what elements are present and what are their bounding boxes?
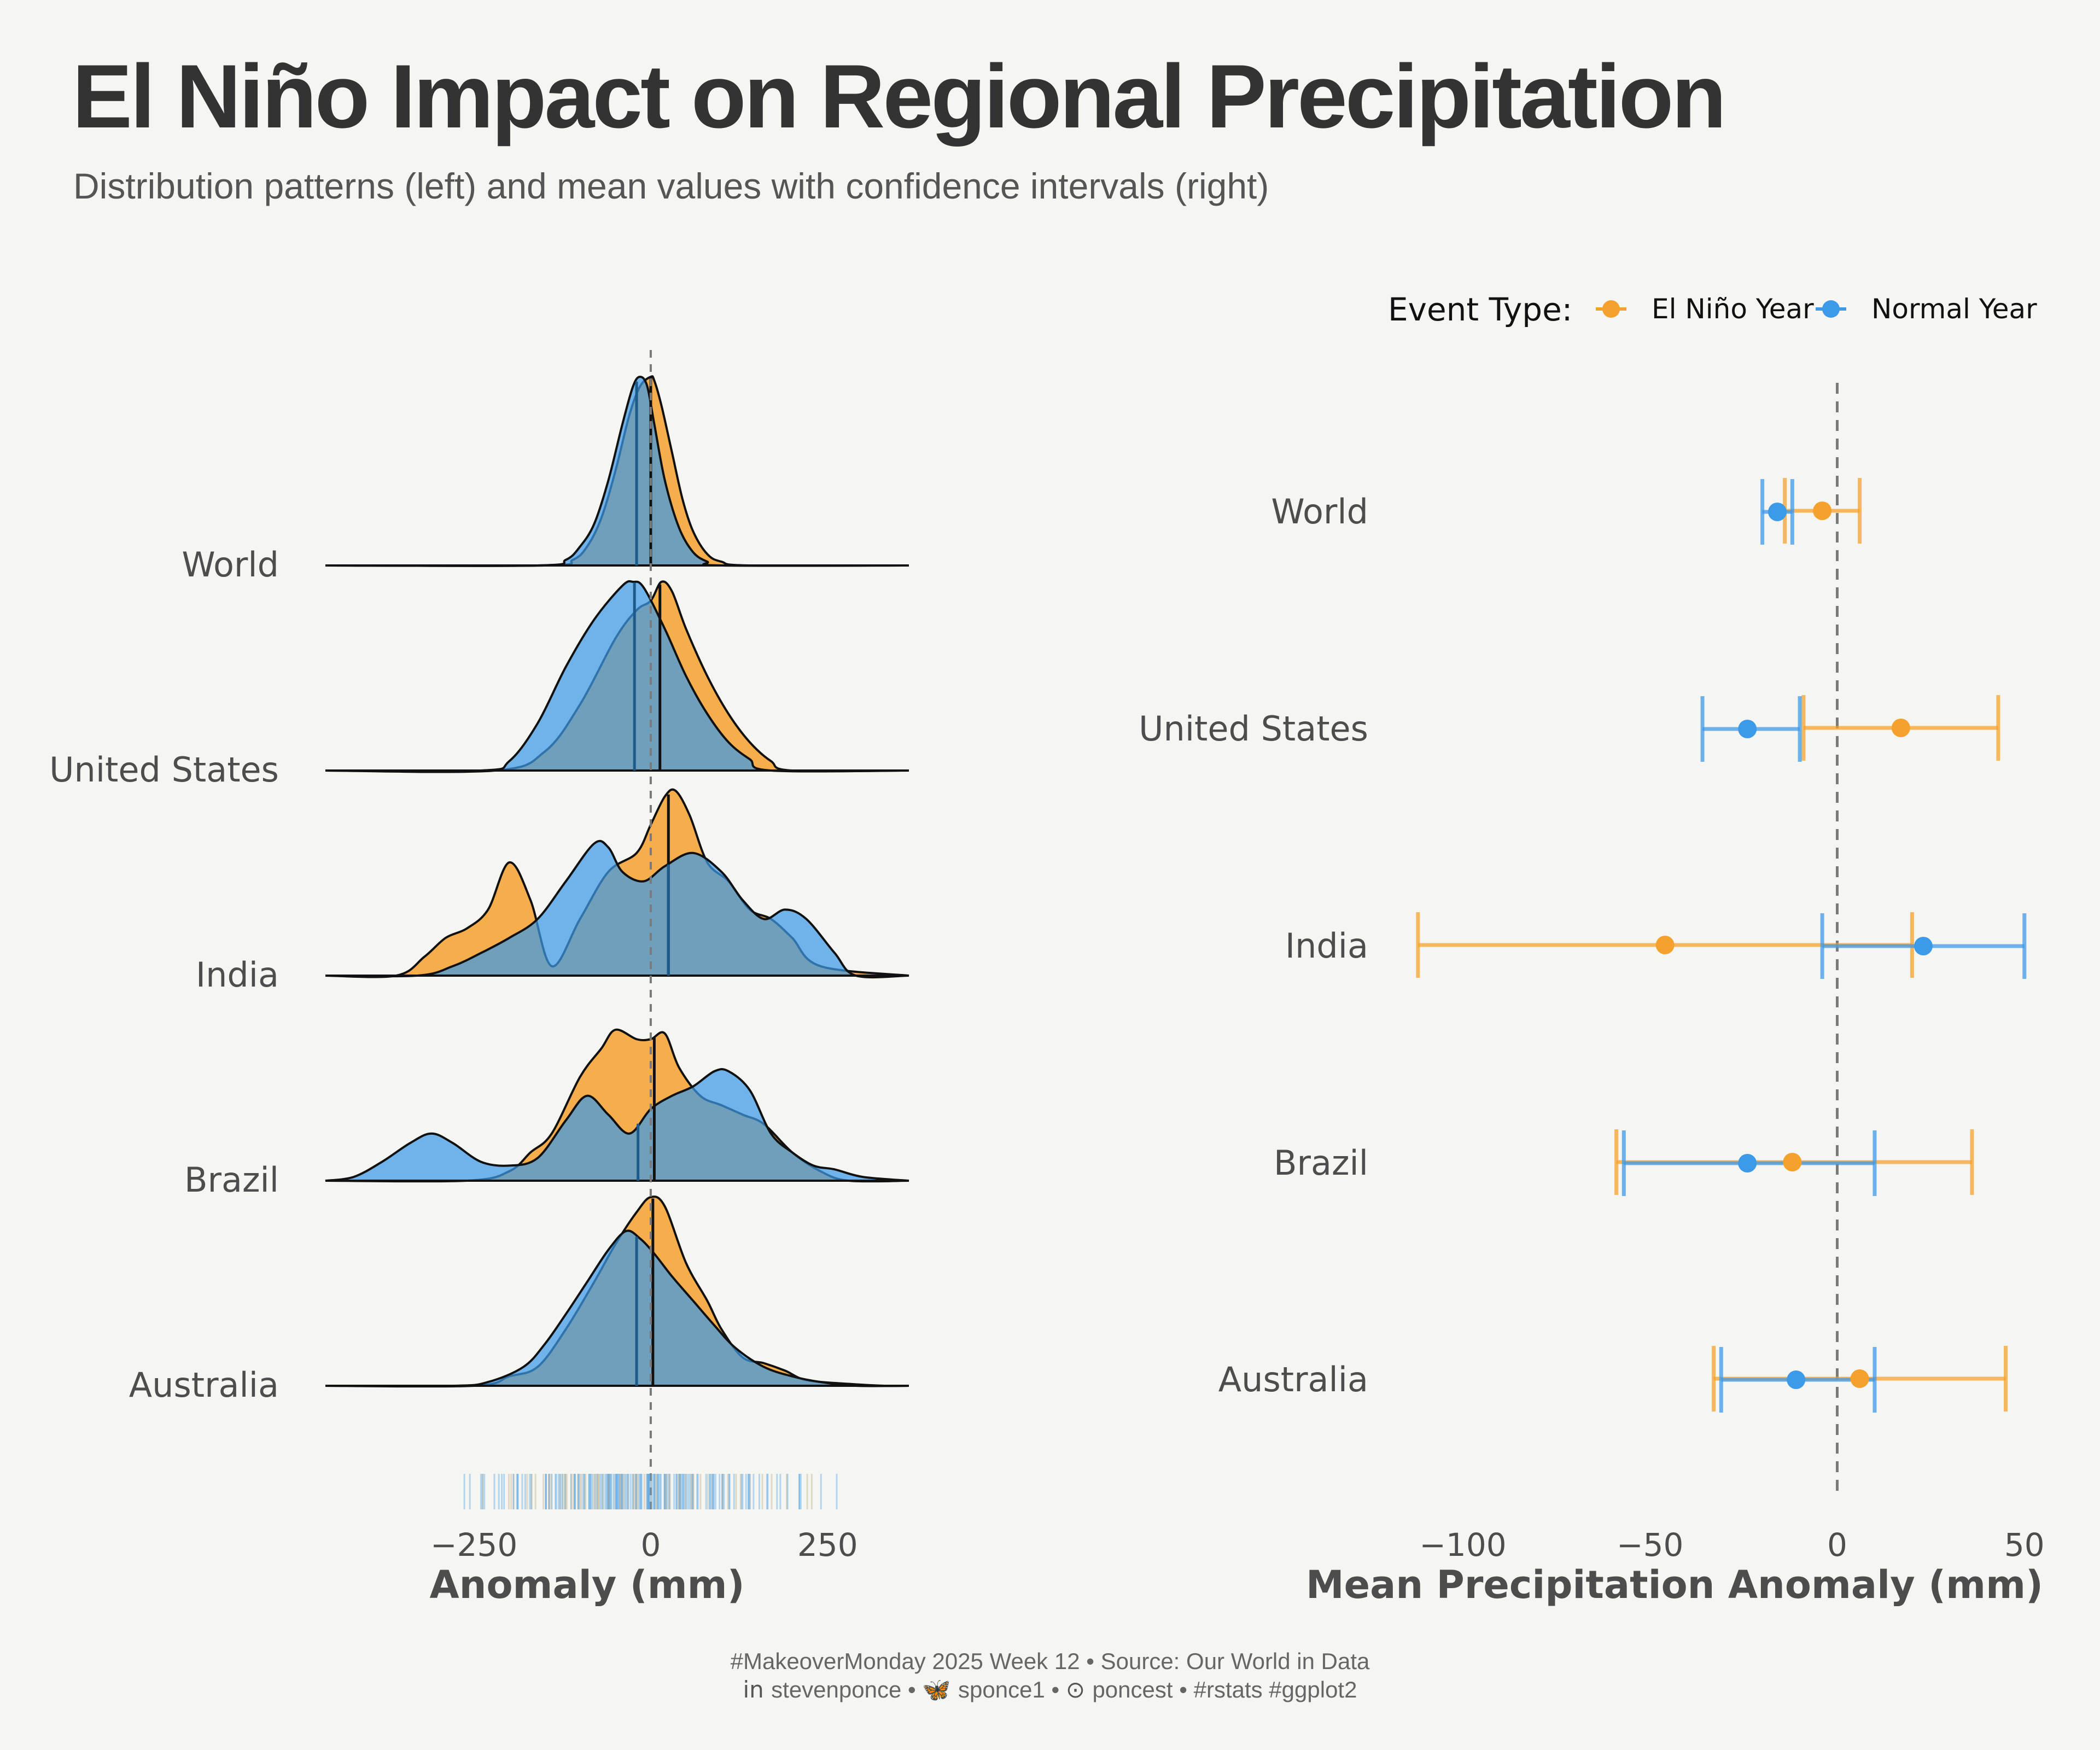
x-tick-label: −250 — [430, 1526, 517, 1564]
forest-row-united-states: United States — [1139, 695, 2000, 762]
normal-density — [325, 375, 909, 567]
normal-year-mean-point — [1787, 1370, 1806, 1389]
ridge-australia: Australia — [129, 1195, 909, 1405]
ridge-india: India — [196, 788, 909, 995]
x-tick-label: −100 — [1419, 1526, 1506, 1564]
ridge-world: World — [182, 375, 909, 585]
x-axis-title: Mean Precipitation Anomaly (mm) — [1306, 1562, 2043, 1607]
legend-item-normal-year: Normal Year — [1816, 293, 2037, 325]
region-label: World — [1271, 492, 1368, 532]
el-ni-o-year-mean-point — [1813, 501, 1832, 520]
normal-year-mean-point — [1914, 937, 1933, 955]
caption-separator: • — [1045, 1677, 1066, 1702]
forest-row-world: World — [1271, 478, 1862, 545]
caption-handle: sponce1 — [958, 1677, 1045, 1702]
linkedin-icon: in — [743, 1676, 772, 1703]
caption-separator: • — [901, 1677, 923, 1702]
x-tick-label: 0 — [640, 1526, 661, 1564]
region-label: Brazil — [1274, 1143, 1368, 1183]
dot-line-icon — [1816, 300, 1846, 318]
normal-density — [325, 1229, 909, 1387]
region-label: United States — [1139, 709, 1368, 749]
caption: #MakeoverMonday 2025 Week 12 • Source: O… — [0, 1647, 2100, 1704]
x-tick-label: 50 — [2004, 1526, 2045, 1564]
rug-marks — [463, 1474, 838, 1509]
legend-label: Normal Year — [1871, 293, 2037, 325]
el-ni-o-year-mean-point — [1850, 1369, 1869, 1388]
ridgeline-panel: World United States India Brazil Australia −2… — [49, 350, 909, 1607]
x-tick-label: 250 — [797, 1526, 858, 1564]
bluesky-icon: 🦋 — [922, 1676, 959, 1703]
normal-year-mean-point — [1768, 503, 1787, 521]
forest-row-india: India — [1285, 912, 2027, 979]
ridge-united-states: United States — [49, 580, 909, 790]
caption-handle: poncest — [1092, 1677, 1173, 1702]
github-icon: ⊙ — [1065, 1676, 1093, 1703]
caption-handle: stevenponce — [771, 1677, 902, 1702]
normal-year-mean-point — [1738, 1154, 1757, 1172]
legend-item-el-ni-o-year: El Niño Year — [1596, 293, 1814, 325]
ridge-brazil: Brazil — [184, 1028, 909, 1200]
region-label: United States — [49, 750, 279, 790]
x-axis-title: Anomaly (mm) — [429, 1562, 744, 1607]
forest-plot-panel: World United States India Brazil Australia −1… — [1139, 383, 2045, 1607]
legend-key-point — [1602, 300, 1620, 318]
legend: Event Type: El Niño Year Normal Year — [1388, 291, 2037, 328]
caption-separator: • — [1172, 1677, 1194, 1702]
chart-title: El Niño Impact on Regional Precipitation — [72, 46, 1726, 147]
region-label: Australia — [1218, 1360, 1368, 1399]
caption-hashtags: #rstats #ggplot2 — [1193, 1677, 1357, 1702]
el-ni-o-year-mean-point — [1783, 1153, 1802, 1171]
x-tick-label: 0 — [1827, 1526, 1847, 1564]
normal-year-mean-point — [1738, 720, 1757, 738]
x-tick-label: −50 — [1617, 1526, 1683, 1564]
el-ni-o-year-mean-point — [1655, 936, 1675, 954]
caption-line-2: in stevenponce • 🦋 sponce1 • ⊙ poncest •… — [0, 1676, 2100, 1704]
region-label: India — [1285, 926, 1368, 966]
normal-density — [325, 839, 909, 979]
caption-line-1: #MakeoverMonday 2025 Week 12 • Source: O… — [730, 1648, 1370, 1674]
normal-density — [325, 1068, 909, 1182]
region-label: Australia — [129, 1365, 279, 1405]
region-label: World — [182, 545, 279, 585]
el-ni-o-year-mean-point — [1891, 719, 1910, 737]
region-label: India — [196, 955, 279, 995]
legend-title: Event Type: — [1388, 291, 1572, 328]
legend-label: El Niño Year — [1652, 293, 1814, 325]
region-label: Brazil — [184, 1160, 279, 1200]
chart-subtitle: Distribution patterns (left) and mean va… — [73, 166, 1269, 206]
normal-density — [325, 580, 909, 773]
legend-key-point — [1822, 300, 1840, 318]
dot-line-icon — [1596, 300, 1626, 318]
forest-row-australia: Australia — [1218, 1346, 2008, 1413]
forest-row-brazil: Brazil — [1274, 1129, 1974, 1196]
